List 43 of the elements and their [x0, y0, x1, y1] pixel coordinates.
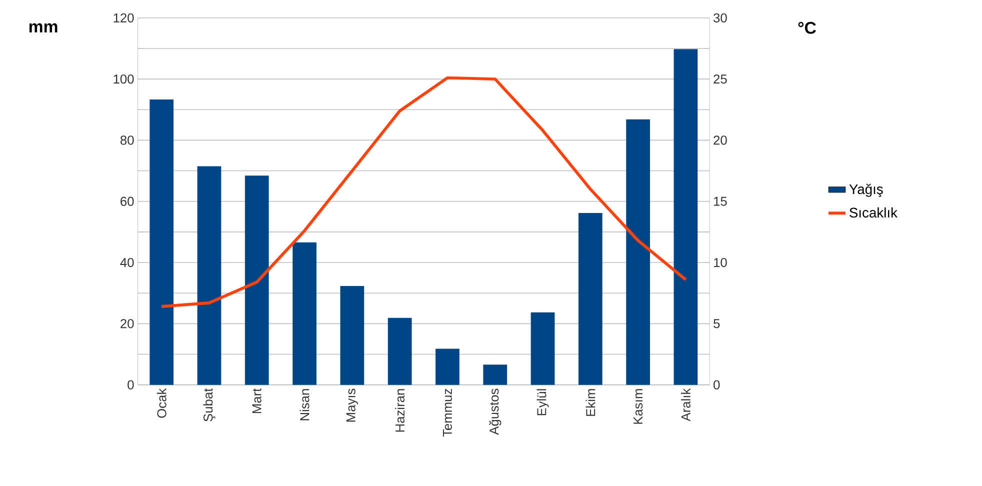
bar	[483, 364, 508, 385]
y2-tick-label: 5	[714, 319, 720, 328]
bar	[340, 286, 364, 385]
y-tick-label: 40	[120, 258, 134, 267]
x-tick-label: Aralık	[680, 388, 690, 422]
x-tick-label: Ağustos	[489, 388, 502, 435]
legend-label: Yağış	[849, 184, 883, 197]
bar	[197, 166, 222, 385]
y-axis-title: mm	[29, 23, 58, 32]
x-tick-label: Kasım	[634, 389, 643, 424]
line-series	[160, 76, 688, 308]
bar	[674, 48, 698, 385]
x-tick-label: Ocak	[156, 388, 166, 418]
bar	[436, 348, 460, 385]
x-tick-label: Ekim	[586, 389, 596, 416]
x-tick-label: Temmuz	[442, 388, 452, 437]
y-tick-label: 80	[120, 136, 134, 145]
x-tick-label: Mart	[252, 388, 262, 413]
y-tick-label: 20	[120, 318, 134, 328]
x-tick-label: Nisan	[300, 389, 310, 420]
x-tick-label: Eylül	[536, 389, 549, 416]
y2-tick-label: 0	[714, 380, 720, 390]
bar	[626, 119, 650, 385]
y-tick-label: 0	[128, 380, 134, 390]
y2-tick-label: 15	[714, 196, 727, 206]
bar	[244, 176, 269, 385]
bar	[292, 242, 316, 385]
y2-tick-label: 20	[714, 136, 727, 145]
y2-axis-title: °C	[798, 22, 816, 34]
legend-label: Sıcaklık	[850, 207, 898, 218]
bar	[578, 212, 602, 385]
x-tick-label: Haziran	[395, 389, 405, 432]
y-tick-label: 120	[114, 13, 134, 22]
bar	[530, 312, 555, 385]
y2-tick-label: 25	[714, 74, 727, 84]
y-tick-label: 60	[120, 196, 134, 206]
y2-tick-label: 10	[714, 258, 727, 267]
bar	[150, 99, 174, 385]
y2-tick-label: 30	[714, 13, 727, 22]
bar	[388, 318, 412, 385]
y-tick-label: 100	[114, 74, 134, 84]
x-tick-label: Şubat	[203, 388, 216, 422]
x-tick-label: Mayıs	[346, 388, 358, 422]
